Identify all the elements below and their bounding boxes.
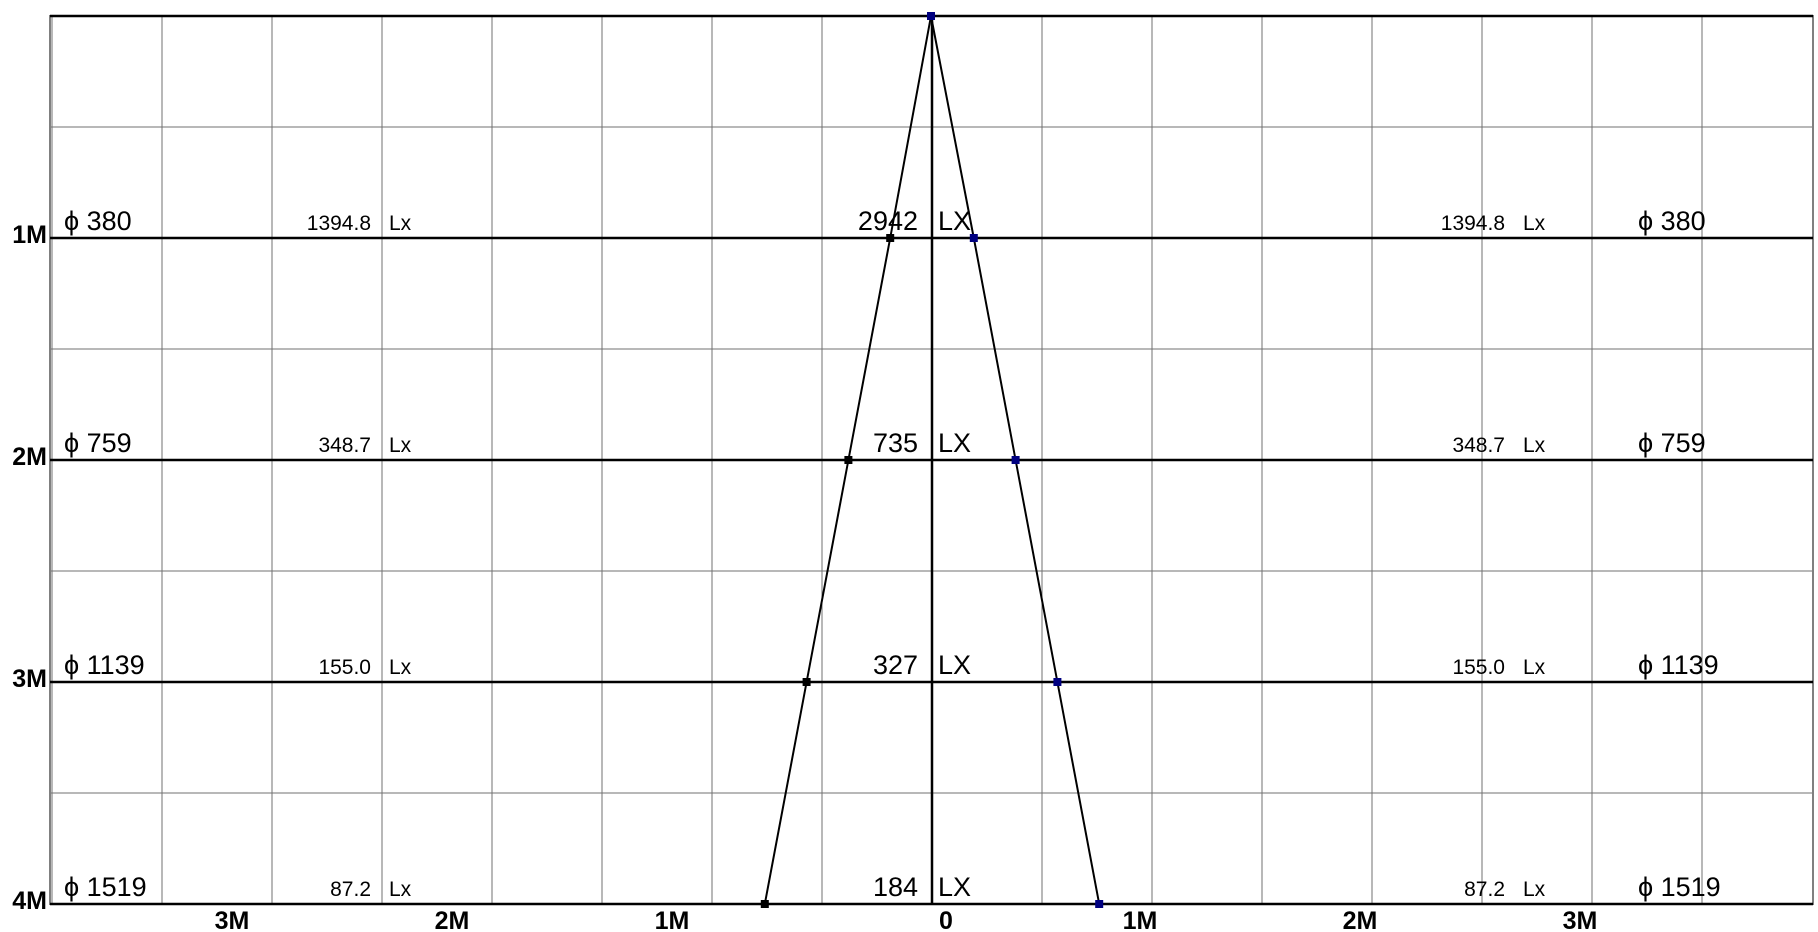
beam-diameter-label-right: ϕ 759 (1638, 428, 1706, 458)
distance-level-label: 3M (12, 665, 47, 693)
side-lux-unit-right: Lx (1523, 212, 1546, 235)
distance-level-label: 2M (12, 443, 47, 471)
side-lux-unit-left: Lx (389, 656, 412, 679)
x-tick-label: 2M (435, 907, 470, 932)
side-lux-value-right: 155.0 (1452, 656, 1505, 679)
side-lux-value-right: 1394.8 (1441, 212, 1505, 235)
side-lux-value-right: 348.7 (1452, 434, 1505, 457)
beam-point-right (1095, 900, 1104, 908)
x-tick-label: 1M (1123, 907, 1158, 932)
beam-diameter-label-right: ϕ 380 (1638, 206, 1706, 236)
beam-point-left (886, 234, 895, 242)
side-lux-value-left: 87.2 (330, 878, 371, 901)
side-lux-value-left: 155.0 (318, 656, 371, 679)
beam-point-right (1053, 678, 1062, 686)
x-tick-label: 3M (1563, 907, 1598, 932)
beam-point-left (844, 456, 853, 464)
beam-point-right (1011, 456, 1020, 464)
center-lux-unit: LX (938, 428, 971, 458)
beam-diameter-label-left: ϕ 380 (64, 206, 132, 236)
center-lux-value: 184 (873, 872, 918, 902)
beam-diameter-label-left: ϕ 1519 (64, 872, 147, 902)
center-lux-value: 735 (873, 428, 918, 458)
x-tick-label: 3M (215, 907, 250, 932)
side-lux-value-right: 87.2 (1464, 878, 1505, 901)
side-lux-value-left: 1394.8 (307, 212, 371, 235)
beam-point-left (802, 678, 811, 686)
side-lux-unit-left: Lx (389, 878, 412, 901)
center-lux-unit: LX (938, 650, 971, 680)
labels: 1M ϕ 380 1394.8 Lx 2942 LX 1394.8 Lx ϕ 380 2M ϕ 75… (12, 206, 1720, 915)
center-lux-value: 327 (873, 650, 918, 680)
side-lux-unit-right: Lx (1523, 434, 1546, 457)
center-lux-unit: LX (938, 872, 971, 902)
beam-diameter-label-right: ϕ 1519 (1638, 872, 1721, 902)
beam-diameter-label-left: ϕ 1139 (64, 650, 145, 680)
beam-outline (760, 12, 1104, 908)
side-lux-value-left: 348.7 (318, 434, 371, 457)
beam-point-right (969, 234, 978, 242)
x-tick-label: 0 (939, 907, 953, 932)
beam-diameter-label-right: ϕ 1139 (1638, 650, 1719, 680)
center-lux-unit: LX (938, 206, 971, 236)
beam-point-left (760, 900, 769, 908)
side-lux-unit-right: Lx (1523, 878, 1546, 901)
x-tick-label: 2M (1343, 907, 1378, 932)
beam-diameter-label-left: ϕ 759 (64, 428, 132, 458)
x-axis-ticks: 3M 2M 1M 0 1M 2M 3M (215, 907, 1598, 932)
side-lux-unit-right: Lx (1523, 656, 1546, 679)
x-tick-label: 1M (655, 907, 690, 932)
distance-level-label: 1M (12, 221, 47, 249)
side-lux-unit-left: Lx (389, 212, 412, 235)
center-lux-value: 2942 (858, 206, 918, 236)
side-lux-unit-left: Lx (389, 434, 412, 457)
beam-apex-marker (927, 12, 935, 20)
distance-level-label: 4M (12, 887, 47, 915)
